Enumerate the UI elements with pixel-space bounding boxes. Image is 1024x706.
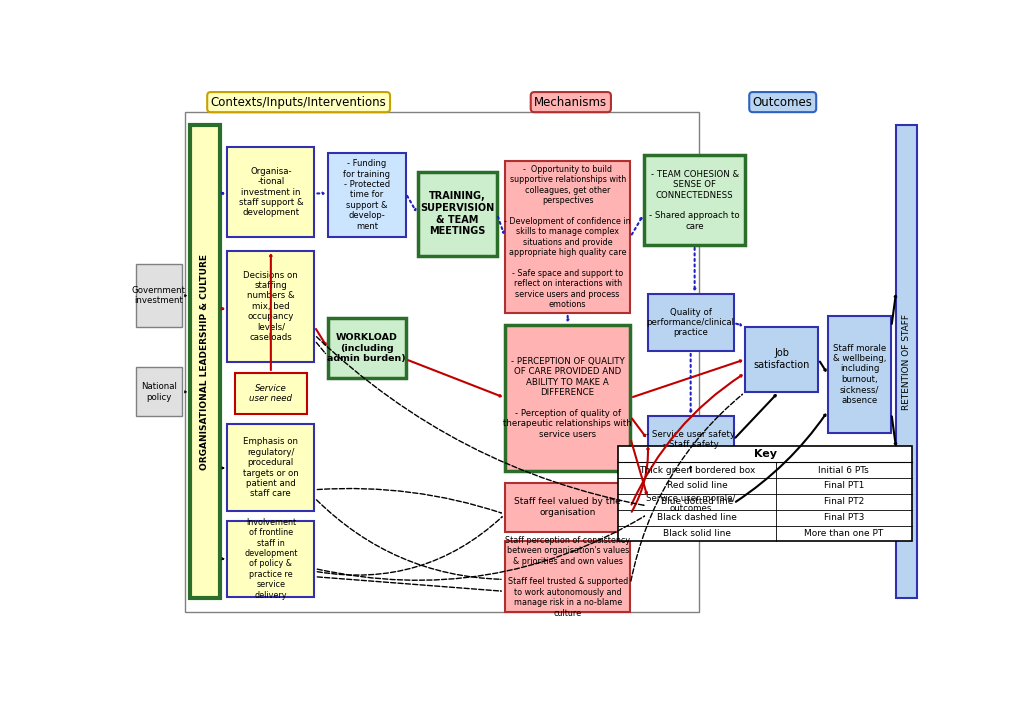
FancyBboxPatch shape: [505, 161, 631, 313]
FancyArrowPatch shape: [631, 395, 742, 581]
FancyBboxPatch shape: [505, 542, 631, 612]
FancyBboxPatch shape: [896, 126, 916, 599]
Text: Thick green bordered box: Thick green bordered box: [639, 465, 755, 474]
FancyArrowPatch shape: [316, 500, 501, 580]
Text: - TEAM COHESION &
SENSE OF
CONNECTEDNESS

- Shared approach to
care: - TEAM COHESION & SENSE OF CONNECTEDNESS…: [649, 169, 740, 231]
Text: Service
user need: Service user need: [250, 383, 292, 403]
FancyArrowPatch shape: [317, 577, 501, 591]
Text: Blue dotted line: Blue dotted line: [660, 497, 733, 506]
Text: RETENTION OF STAFF: RETENTION OF STAFF: [902, 314, 911, 410]
Text: Organisa-
-tional
investment in
staff support &
development: Organisa- -tional investment in staff su…: [239, 167, 303, 217]
FancyBboxPatch shape: [227, 424, 314, 511]
FancyBboxPatch shape: [189, 126, 220, 599]
Text: Initial 6 PTs: Initial 6 PTs: [818, 465, 869, 474]
Text: Outcomes: Outcomes: [753, 95, 813, 109]
Text: Contexts/Inputs/Interventions: Contexts/Inputs/Interventions: [211, 95, 386, 109]
Text: Mechanisms: Mechanisms: [535, 95, 607, 109]
Text: WORKLOAD
(including
admin burden): WORKLOAD (including admin burden): [328, 333, 407, 364]
FancyArrowPatch shape: [317, 517, 502, 575]
Text: Final PT1: Final PT1: [823, 481, 864, 491]
Text: Red solid line: Red solid line: [667, 481, 727, 491]
FancyBboxPatch shape: [227, 251, 314, 362]
Text: Quality of
performance/clinical
practice: Quality of performance/clinical practice: [647, 308, 734, 337]
Text: Government
investment: Government investment: [132, 286, 186, 305]
FancyBboxPatch shape: [328, 318, 406, 378]
Text: - Funding
for training
- Protected
time for
support &
develop-
ment: - Funding for training - Protected time …: [343, 159, 390, 230]
Text: Emphasis on
regulatory/
procedural
targets or on
patient and
staff care: Emphasis on regulatory/ procedural targe…: [243, 438, 299, 498]
FancyBboxPatch shape: [828, 316, 892, 433]
Text: - Service user safety
- Staff safety: - Service user safety - Staff safety: [646, 430, 735, 449]
FancyBboxPatch shape: [618, 446, 912, 542]
FancyBboxPatch shape: [227, 521, 314, 597]
FancyBboxPatch shape: [648, 294, 733, 351]
FancyBboxPatch shape: [505, 325, 631, 471]
Text: Key: Key: [754, 449, 777, 459]
Text: Staff morale
& wellbeing,
including
burnout,
sickness/
absence: Staff morale & wellbeing, including burn…: [833, 344, 887, 405]
FancyBboxPatch shape: [136, 367, 182, 417]
Bar: [185, 112, 699, 612]
FancyArrowPatch shape: [316, 337, 644, 505]
Text: Black dashed line: Black dashed line: [657, 513, 737, 522]
Text: ORGANISATIONAL LEADERSHIP & CULTURE: ORGANISATIONAL LEADERSHIP & CULTURE: [201, 254, 210, 470]
FancyBboxPatch shape: [136, 264, 182, 327]
FancyBboxPatch shape: [745, 327, 818, 392]
Text: Final PT3: Final PT3: [823, 513, 864, 522]
Text: Decisions on
staffing
numbers &
mix, bed
occupancy
levels/
caseloads: Decisions on staffing numbers & mix, bed…: [244, 270, 298, 342]
Text: Involvement
of frontline
staff in
development
of policy &
practice re
service
de: Involvement of frontline staff in develo…: [244, 518, 298, 599]
Text: TRAINING,
SUPERVISION
& TEAM
MEETINGS: TRAINING, SUPERVISION & TEAM MEETINGS: [420, 191, 495, 237]
FancyBboxPatch shape: [418, 172, 497, 256]
Text: More than one PT: More than one PT: [804, 529, 884, 538]
FancyBboxPatch shape: [505, 483, 631, 532]
Text: - PERCEPTION OF QUALITY
OF CARE PROVIDED AND
ABILITY TO MAKE A
DIFFERENCE

- Per: - PERCEPTION OF QUALITY OF CARE PROVIDED…: [503, 357, 632, 438]
FancyBboxPatch shape: [648, 417, 733, 462]
Text: Staff feel valued by the
organisation: Staff feel valued by the organisation: [514, 498, 621, 517]
FancyBboxPatch shape: [648, 474, 733, 532]
Text: National
policy: National policy: [141, 382, 177, 402]
FancyBboxPatch shape: [328, 152, 406, 237]
Text: Job
satisfaction: Job satisfaction: [754, 349, 810, 370]
FancyBboxPatch shape: [227, 148, 314, 237]
FancyBboxPatch shape: [644, 155, 745, 245]
Text: Black solid line: Black solid line: [663, 529, 731, 538]
FancyArrowPatch shape: [317, 489, 501, 513]
Text: -  Opportunity to build
supportive relationships with
colleagues, get other
pers: - Opportunity to build supportive relati…: [505, 164, 631, 309]
FancyArrowPatch shape: [316, 342, 326, 354]
Text: Final PT2: Final PT2: [823, 497, 864, 506]
FancyBboxPatch shape: [236, 373, 306, 414]
FancyArrowPatch shape: [317, 516, 644, 580]
Text: Service user morale/
outcomes: Service user morale/ outcomes: [646, 493, 735, 513]
Text: Staff perception of consistency
between organisation's values
& priorities and o: Staff perception of consistency between …: [505, 536, 630, 618]
